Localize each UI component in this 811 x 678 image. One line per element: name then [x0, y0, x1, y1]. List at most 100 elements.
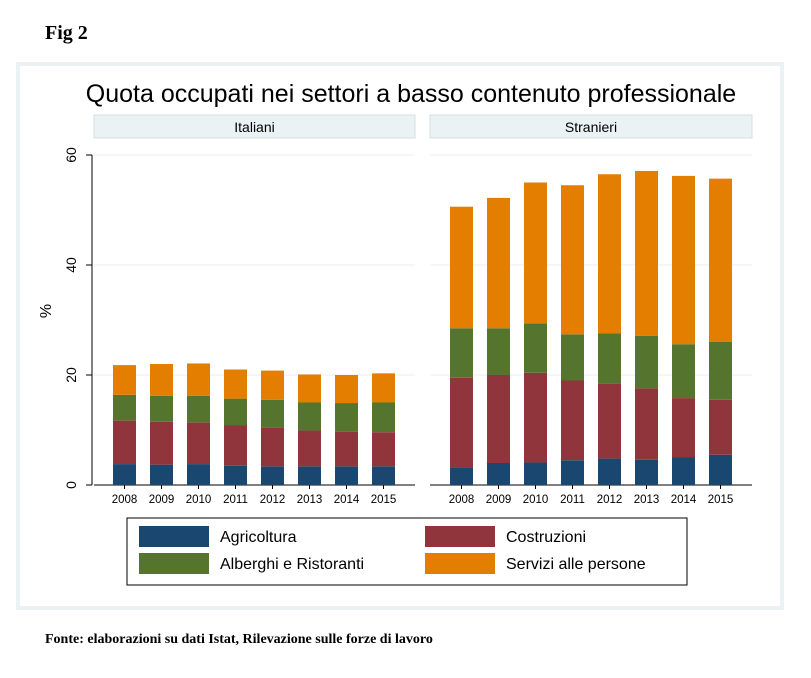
y-tick-label: 40 — [63, 257, 79, 273]
legend-label: Servizi alle persone — [506, 556, 646, 573]
x-tick-label: 2010 — [186, 494, 212, 506]
x-tick-label: 2012 — [597, 494, 623, 506]
legend-box — [126, 517, 688, 586]
bar-segment — [561, 334, 584, 381]
bar-segment — [298, 466, 321, 485]
legend-item: Servizi alle persone — [425, 553, 646, 574]
legend-swatch — [425, 553, 495, 574]
x-tick-label: 2014 — [334, 494, 360, 506]
source-note: Fonte: elaborazioni su dati Istat, Rilev… — [45, 632, 433, 647]
bar-segment — [372, 373, 395, 403]
y-axis: 0 20 40 60 — [63, 147, 93, 489]
bar-segment — [261, 370, 284, 400]
bar-segment — [672, 175, 695, 345]
bar-segment — [450, 377, 473, 468]
legend-label: Alberghi e Ristoranti — [220, 556, 364, 573]
x-tick-label: 2008 — [112, 494, 138, 506]
panel-title: Stranieri — [565, 119, 617, 135]
bar-segment — [450, 328, 473, 378]
bar-segment — [335, 375, 358, 404]
x-tick-label: 2015 — [371, 494, 397, 506]
bar-segment — [561, 185, 584, 335]
legend-swatch — [139, 526, 209, 547]
panel-italiani: Italiani 2008 2009 2010 2011 2012 2013 2014 2015 — [93, 114, 416, 506]
bar-segment — [224, 465, 247, 485]
bar-segment — [372, 402, 395, 433]
bar-segment — [561, 460, 584, 485]
bar-segment — [635, 170, 658, 336]
bar-segment — [224, 398, 247, 426]
x-tick-label: 2015 — [708, 494, 734, 506]
x-tick-label: 2008 — [449, 494, 475, 506]
bar-segment — [598, 174, 621, 334]
bar-segment — [487, 463, 510, 485]
panels: Italiani 2008 2009 2010 2011 2012 2013 2014 2015… — [63, 114, 753, 506]
bar-segment — [372, 466, 395, 485]
legend-label: Costruzioni — [506, 529, 586, 546]
bar-segment — [635, 335, 658, 389]
figure-label: Fig 2 — [45, 22, 88, 44]
bar-segment — [261, 466, 284, 485]
bar-segment — [261, 427, 284, 467]
legend-swatch — [139, 553, 209, 574]
y-axis-label: % — [38, 304, 55, 318]
bar-segment — [672, 398, 695, 458]
x-tick-label: 2009 — [486, 494, 512, 506]
bar-segment — [635, 459, 658, 485]
bar-segment — [524, 182, 547, 324]
legend-item: Agricoltura — [139, 526, 297, 547]
chart-title: Quota occupati nei settori a basso conte… — [86, 80, 736, 108]
legend-swatch — [425, 526, 495, 547]
legend-label: Agricoltura — [220, 529, 297, 546]
bar-segment — [709, 178, 732, 342]
bar-segment — [487, 328, 510, 375]
x-tick-label: 2010 — [523, 494, 549, 506]
bar-segment — [335, 466, 358, 485]
bar-segment — [224, 369, 247, 399]
x-tick-label: 2014 — [671, 494, 697, 506]
bar-segment — [150, 464, 173, 485]
bar-segment — [709, 342, 732, 400]
bar-segment — [598, 383, 621, 459]
bar-segment — [298, 374, 321, 403]
bar-segment — [113, 365, 136, 395]
bar-segment — [298, 402, 321, 431]
bar-segment — [524, 323, 547, 373]
bar-segment — [187, 464, 210, 485]
bar-segment — [150, 364, 173, 396]
bar-segment — [487, 375, 510, 463]
legend: Agricoltura Costruzioni Alberghi e Ristora… — [126, 517, 688, 586]
x-tick-label: 2009 — [149, 494, 175, 506]
panel-header — [93, 114, 416, 139]
bar-segment — [187, 422, 210, 465]
bar-segment — [598, 458, 621, 485]
bar-segment — [672, 344, 695, 399]
x-tick-label: 2011 — [223, 494, 248, 506]
bar-segment — [261, 399, 284, 428]
bar-segment — [487, 197, 510, 329]
bar-segment — [150, 421, 173, 465]
bar-segment — [298, 430, 321, 467]
legend-item: Costruzioni — [425, 526, 586, 547]
bar-segment — [372, 432, 395, 467]
x-tick-label: 2011 — [560, 494, 585, 506]
panel-stranieri: Stranieri 2008 2009 2010 2011 2012 2013 2014 201… — [429, 114, 753, 506]
bar-segment — [524, 462, 547, 485]
panel-header — [429, 114, 753, 139]
x-tick-label: 2013 — [634, 494, 660, 506]
bar-segment — [113, 464, 136, 485]
bar-segment — [635, 388, 658, 460]
y-tick-label: 20 — [63, 367, 79, 383]
x-tick-label: 2013 — [297, 494, 323, 506]
bar-segment — [335, 403, 358, 432]
bar-segment — [335, 431, 358, 467]
y-tick-label: 60 — [63, 147, 79, 163]
legend-item: Alberghi e Ristoranti — [139, 553, 364, 574]
bar-segment — [450, 467, 473, 485]
bar-segment — [709, 454, 732, 485]
bar-segment — [709, 399, 732, 455]
bar-segment — [672, 457, 695, 485]
bar-segment — [524, 372, 547, 463]
bar-segment — [113, 394, 136, 421]
